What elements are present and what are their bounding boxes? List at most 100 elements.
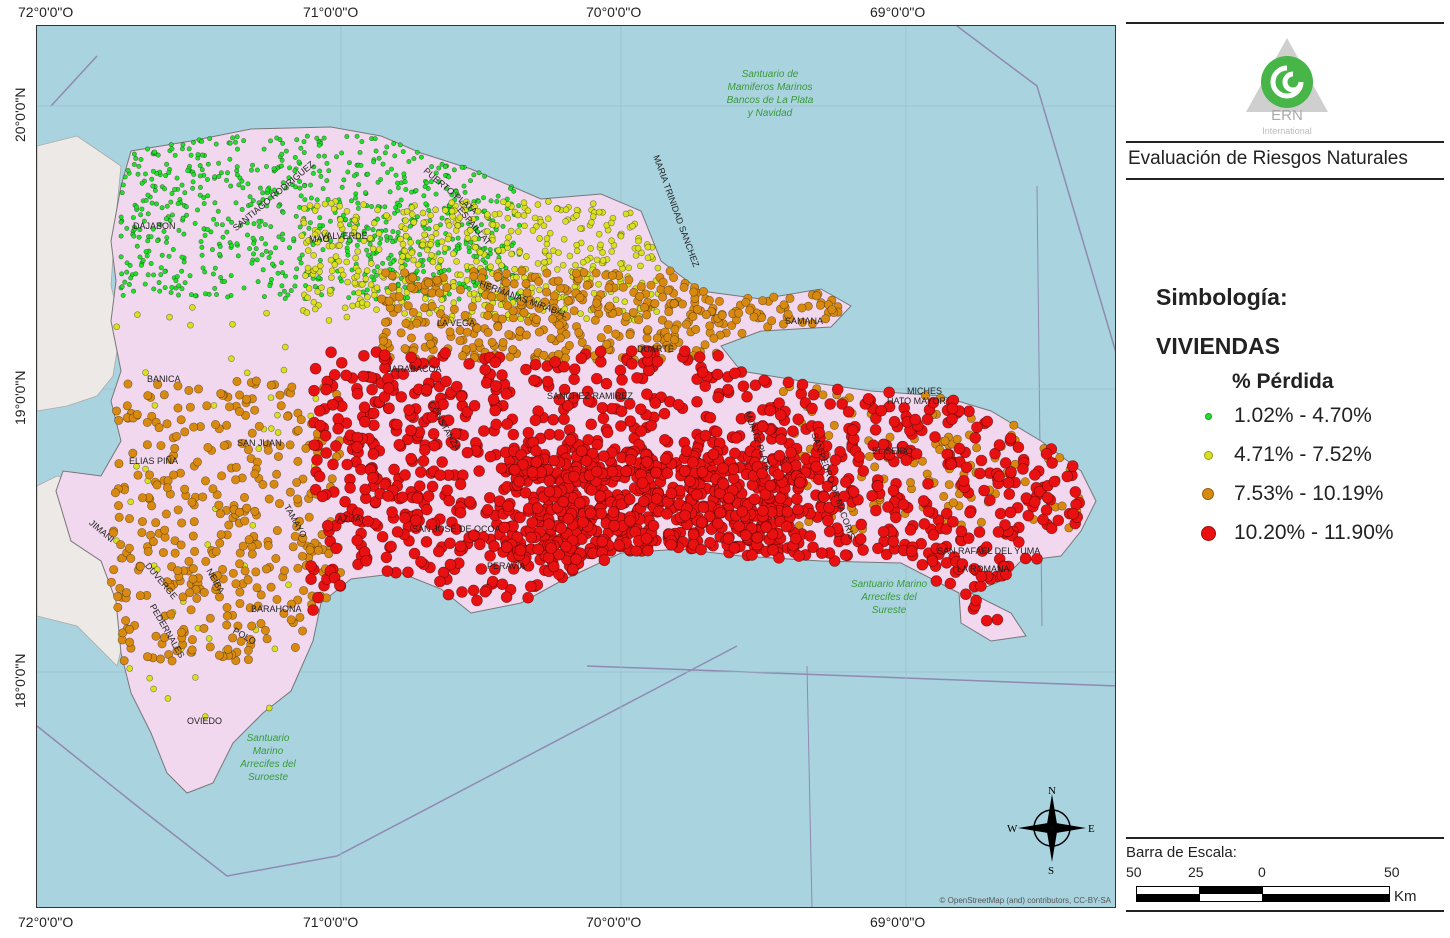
housing-point-class-4 bbox=[1067, 508, 1079, 520]
housing-point-class-3 bbox=[778, 387, 788, 397]
housing-point-class-4 bbox=[522, 591, 534, 604]
housing-point-class-4 bbox=[594, 490, 607, 502]
housing-point-class-4 bbox=[823, 525, 836, 538]
housing-point-class-3 bbox=[231, 475, 241, 485]
housing-point-class-4 bbox=[312, 591, 324, 604]
housing-point-class-3 bbox=[285, 487, 295, 497]
housing-point-class-2 bbox=[399, 253, 406, 260]
housing-point-class-2 bbox=[622, 210, 630, 218]
housing-point-class-2 bbox=[505, 233, 512, 241]
housing-point-class-4 bbox=[679, 509, 691, 522]
legend-label: 4.71% - 7.52% bbox=[1234, 443, 1372, 466]
housing-point-class-3 bbox=[285, 440, 295, 450]
housing-point-class-2 bbox=[303, 309, 311, 316]
housing-point-class-4 bbox=[680, 445, 693, 457]
housing-point-class-3 bbox=[124, 514, 134, 524]
housing-point-class-1 bbox=[353, 195, 359, 201]
housing-point-class-2 bbox=[375, 230, 383, 237]
housing-point-class-4 bbox=[341, 458, 354, 471]
north-label: N bbox=[1048, 786, 1056, 797]
housing-point-class-1 bbox=[359, 139, 365, 145]
map-frame[interactable]: Santuario de Mamiferos Marinos Bancos de… bbox=[36, 25, 1116, 908]
housing-point-class-3 bbox=[170, 443, 180, 453]
housing-point-class-2 bbox=[432, 230, 440, 237]
housing-point-class-1 bbox=[216, 173, 222, 179]
housing-point-class-3 bbox=[640, 303, 650, 313]
housing-point-class-4 bbox=[1037, 513, 1049, 526]
divider bbox=[1126, 837, 1444, 839]
housing-point-class-2 bbox=[352, 254, 359, 262]
housing-point-class-1 bbox=[202, 269, 208, 275]
housing-point-class-1 bbox=[169, 212, 175, 218]
housing-loss-points bbox=[106, 133, 1086, 720]
housing-point-class-4 bbox=[791, 493, 803, 505]
housing-point-class-1 bbox=[441, 267, 447, 273]
housing-point-class-1 bbox=[169, 146, 175, 152]
housing-point-class-1 bbox=[423, 180, 429, 186]
housing-point-class-1 bbox=[205, 161, 211, 167]
housing-point-class-2 bbox=[511, 265, 518, 273]
housing-point-class-3 bbox=[114, 459, 124, 469]
housing-point-class-3 bbox=[602, 339, 612, 349]
housing-point-class-3 bbox=[504, 330, 514, 340]
housing-point-class-4 bbox=[974, 467, 986, 480]
map-canvas[interactable] bbox=[37, 26, 1116, 908]
legend-heading: Simbología: bbox=[1156, 284, 1288, 310]
housing-point-class-2 bbox=[421, 295, 429, 302]
housing-point-class-3 bbox=[502, 301, 512, 311]
housing-point-class-4 bbox=[478, 425, 490, 437]
housing-point-class-1 bbox=[423, 201, 429, 207]
housing-point-class-3 bbox=[669, 299, 679, 309]
housing-point-class-4 bbox=[557, 495, 570, 508]
housing-point-class-1 bbox=[388, 252, 394, 258]
housing-point-class-3 bbox=[264, 494, 274, 504]
housing-point-class-3 bbox=[137, 493, 147, 503]
housing-point-class-3 bbox=[663, 320, 673, 330]
housing-point-class-4 bbox=[900, 454, 913, 467]
housing-point-class-1 bbox=[145, 238, 151, 244]
housing-point-class-4 bbox=[829, 454, 842, 466]
housing-point-class-1 bbox=[260, 267, 266, 273]
housing-point-class-2 bbox=[229, 320, 236, 328]
housing-point-class-4 bbox=[691, 489, 703, 501]
housing-point-class-3 bbox=[427, 301, 437, 311]
housing-point-class-2 bbox=[562, 206, 570, 214]
housing-point-class-3 bbox=[251, 376, 261, 386]
housing-point-class-1 bbox=[516, 222, 522, 228]
housing-point-class-3 bbox=[449, 304, 459, 314]
housing-point-class-2 bbox=[474, 207, 482, 215]
housing-point-class-4 bbox=[964, 506, 976, 519]
housing-point-class-1 bbox=[429, 164, 435, 170]
housing-point-class-1 bbox=[395, 230, 401, 236]
housing-point-class-3 bbox=[279, 566, 289, 576]
housing-point-class-1 bbox=[118, 214, 124, 220]
housing-point-class-3 bbox=[700, 340, 710, 350]
housing-point-class-1 bbox=[197, 173, 203, 179]
housing-point-class-1 bbox=[317, 168, 323, 174]
housing-point-class-1 bbox=[292, 283, 298, 289]
housing-point-class-2 bbox=[531, 214, 539, 222]
housing-point-class-4 bbox=[359, 416, 371, 428]
housing-point-class-3 bbox=[293, 563, 303, 573]
housing-point-class-3 bbox=[135, 591, 145, 601]
housing-point-class-3 bbox=[184, 385, 194, 395]
housing-point-class-3 bbox=[388, 282, 398, 292]
housing-point-class-1 bbox=[439, 161, 445, 167]
housing-point-class-4 bbox=[422, 490, 435, 502]
housing-point-class-2 bbox=[189, 304, 196, 311]
housing-point-class-1 bbox=[247, 246, 253, 252]
housing-point-class-1 bbox=[494, 198, 500, 204]
housing-point-class-1 bbox=[173, 278, 179, 284]
housing-point-class-4 bbox=[1028, 469, 1041, 481]
housing-point-class-1 bbox=[198, 239, 204, 245]
housing-point-class-1 bbox=[260, 190, 266, 196]
housing-point-class-1 bbox=[369, 204, 375, 210]
housing-point-class-3 bbox=[643, 325, 653, 335]
housing-point-class-2 bbox=[562, 218, 569, 225]
divider bbox=[1126, 178, 1444, 180]
housing-point-class-4 bbox=[751, 531, 763, 544]
housing-point-class-3 bbox=[534, 277, 544, 287]
housing-point-class-1 bbox=[310, 170, 316, 176]
housing-point-class-1 bbox=[430, 272, 436, 278]
housing-point-class-3 bbox=[232, 376, 242, 386]
